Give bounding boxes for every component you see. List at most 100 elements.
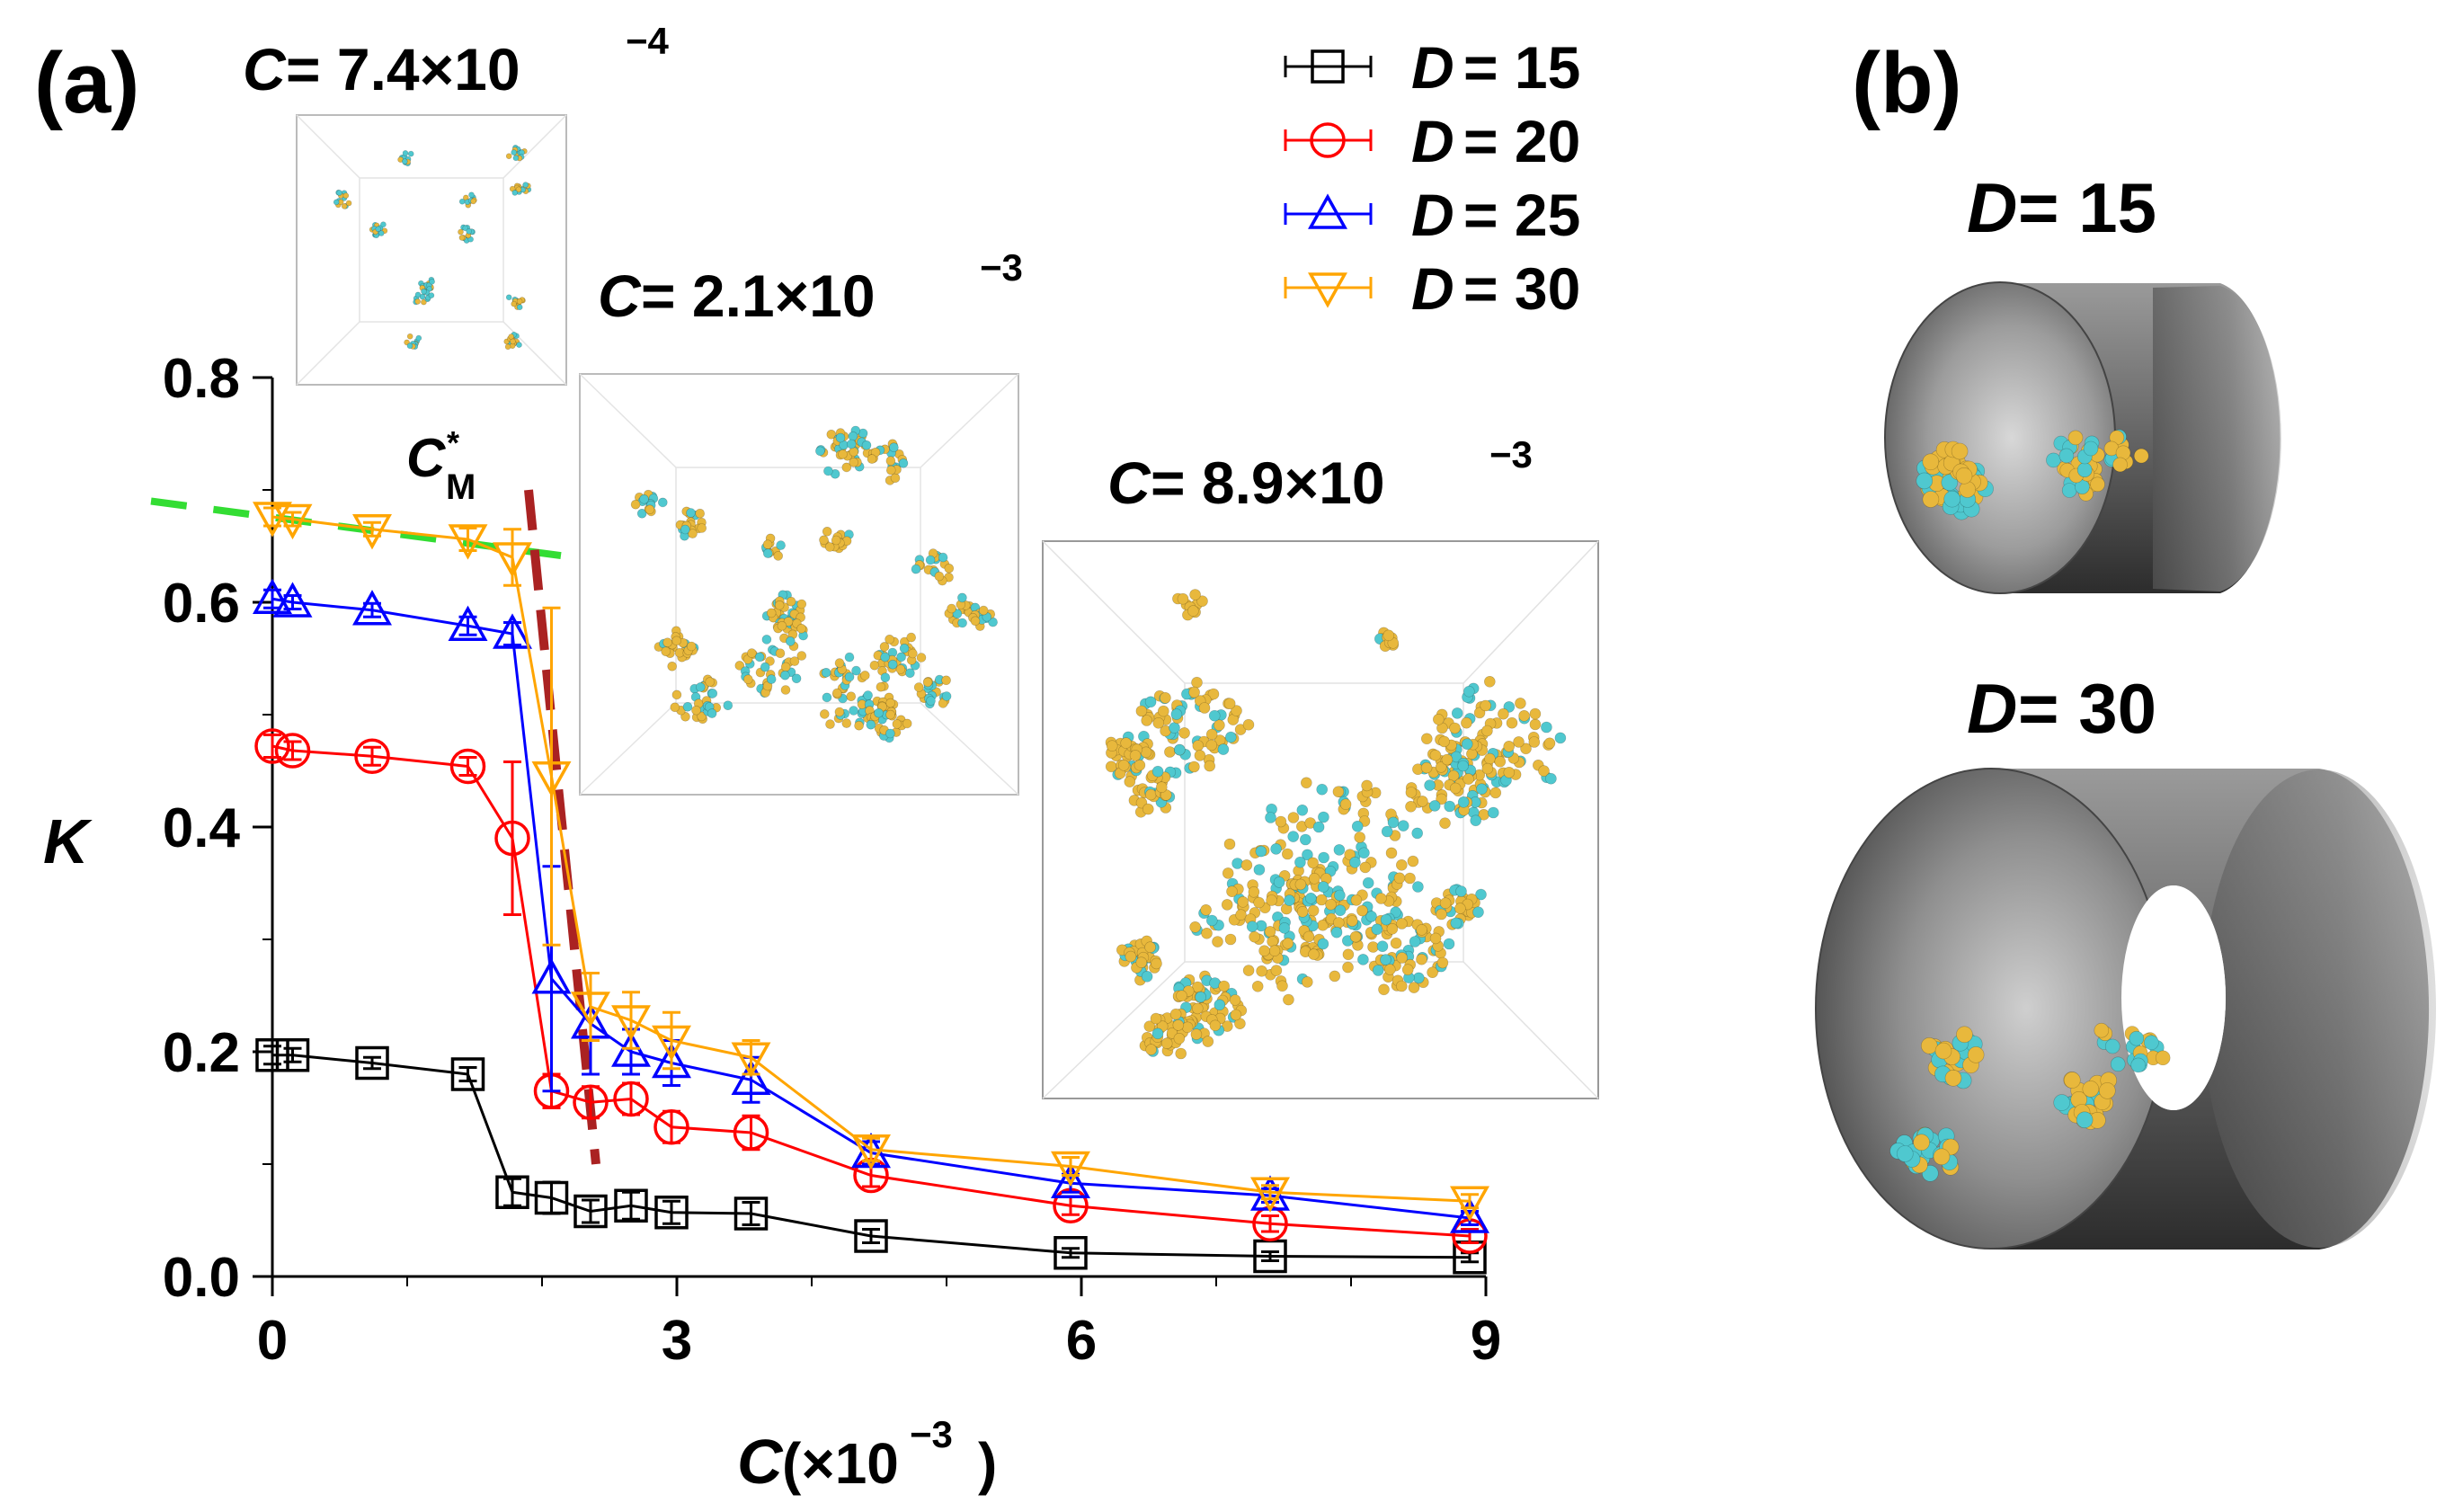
particle — [1194, 750, 1206, 761]
particle — [1498, 707, 1509, 720]
particle — [333, 199, 340, 206]
particle — [773, 551, 784, 561]
particle — [1270, 843, 1282, 855]
data-point — [355, 1045, 389, 1081]
particle — [2053, 1094, 2070, 1111]
particle — [421, 288, 427, 295]
particle — [1397, 820, 1409, 832]
particle — [1358, 847, 1370, 859]
particle — [1296, 804, 1309, 816]
particle — [1278, 922, 1291, 934]
particle — [1436, 908, 1447, 921]
particle — [1480, 699, 1491, 712]
particle — [1150, 1012, 1162, 1025]
particle — [1407, 855, 1419, 867]
particle — [789, 656, 800, 666]
particle — [516, 298, 523, 305]
particle — [695, 508, 706, 519]
particle — [1303, 930, 1315, 943]
particle — [1380, 913, 1392, 926]
plot-axes: 0.0 0.2 0.4 0.6 0.8 0 3 6 9 — [163, 348, 1501, 1372]
data-point — [1450, 1197, 1489, 1233]
particle — [1206, 914, 1218, 927]
inset-2-inner-box — [675, 467, 921, 704]
particle — [1466, 748, 1478, 760]
particle — [468, 191, 475, 199]
particle — [1201, 928, 1213, 939]
particle — [1312, 821, 1325, 833]
particle — [1270, 965, 1283, 976]
particle — [780, 670, 790, 680]
particle — [1416, 924, 1427, 936]
particle — [776, 540, 786, 550]
particle — [1428, 800, 1441, 812]
particle — [846, 439, 857, 449]
particle — [762, 539, 773, 550]
particle — [428, 292, 435, 298]
inset-2-exp: −3 — [980, 246, 1023, 289]
particle — [774, 600, 785, 610]
particle — [697, 523, 707, 533]
particle — [822, 526, 832, 537]
particle — [336, 190, 342, 196]
inset-snapshot-3: C = 8.9×10 −3 — [1042, 433, 1599, 1099]
particle — [686, 641, 697, 652]
particle — [1351, 820, 1364, 832]
data-point — [352, 590, 392, 626]
particle — [1188, 760, 1200, 773]
particle — [1333, 844, 1346, 856]
particle — [1177, 592, 1189, 605]
data-point — [851, 1134, 891, 1170]
particle — [2076, 1111, 2094, 1129]
particle — [1294, 856, 1306, 868]
particle — [1284, 894, 1295, 906]
particle — [746, 648, 757, 658]
particle — [848, 431, 858, 441]
particle — [887, 659, 898, 670]
particle — [1329, 970, 1341, 983]
particle — [1231, 858, 1243, 869]
particle — [429, 278, 435, 285]
particle — [742, 674, 753, 685]
particle — [896, 652, 906, 663]
series-d30 — [253, 502, 1489, 1222]
inset-1-exp: −4 — [626, 20, 670, 62]
particle — [1156, 781, 1168, 794]
data-point — [354, 738, 390, 774]
particle — [375, 226, 382, 233]
particle — [1223, 698, 1236, 710]
particle — [916, 653, 927, 663]
particle — [1405, 787, 1418, 798]
particle — [1169, 722, 1180, 734]
particle — [1181, 1021, 1194, 1034]
data-point — [652, 1025, 691, 1062]
particle — [1214, 999, 1226, 1011]
particle — [1198, 702, 1211, 714]
particle — [1412, 881, 1424, 893]
green-dashed-guide — [150, 497, 618, 567]
particle — [723, 700, 734, 711]
particle — [1913, 1134, 1930, 1152]
particle — [1242, 965, 1255, 976]
particle — [671, 636, 682, 646]
particle — [926, 696, 936, 706]
particle — [1318, 851, 1329, 864]
particle — [686, 508, 696, 518]
data-point — [449, 748, 486, 785]
particle — [844, 672, 855, 682]
particle — [1342, 948, 1355, 961]
particle — [922, 677, 933, 688]
particle — [1951, 442, 1969, 460]
particle — [1420, 761, 1433, 774]
particle — [1396, 952, 1408, 964]
inset-1-var: C — [243, 36, 287, 102]
particle — [1473, 707, 1486, 719]
particle — [902, 718, 912, 729]
particle — [1135, 705, 1148, 717]
particle — [1529, 707, 1542, 720]
red-dashed-guide — [524, 489, 600, 1165]
particle — [1316, 894, 1328, 906]
legend-label: = 30 — [1463, 255, 1580, 322]
particle — [1489, 787, 1502, 799]
particle — [1955, 467, 1973, 485]
